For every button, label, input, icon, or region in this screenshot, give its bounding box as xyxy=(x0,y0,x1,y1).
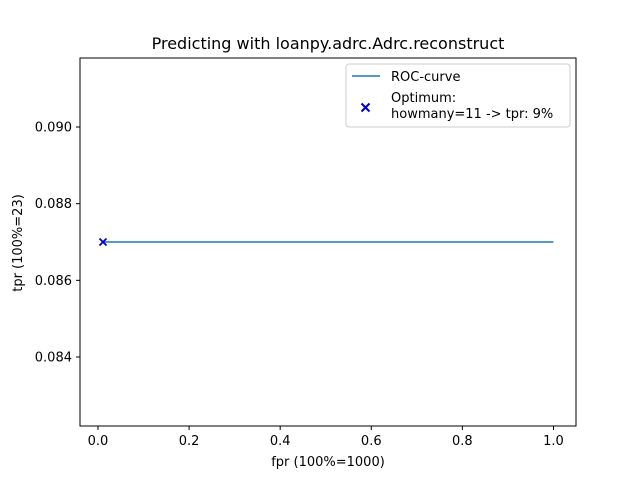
legend-marker-optimum xyxy=(360,102,371,113)
plot-frame xyxy=(79,57,577,427)
legend-label-optimum-line1: Optimum: xyxy=(391,91,456,106)
legend-box xyxy=(345,63,571,128)
x-tick-label: 0.4 xyxy=(270,434,291,449)
chart-title: Predicting with loanpy.adrc.Adrc.reconst… xyxy=(152,34,505,53)
x-axis-label: fpr (100%=1000) xyxy=(271,455,385,470)
y-axis-ticks: 0.084 0.086 0.088 0.090 xyxy=(35,121,80,366)
x-tick-label: 1.0 xyxy=(543,434,564,449)
plot-area xyxy=(98,237,554,247)
x-tick-label: 0.8 xyxy=(452,434,473,449)
x-tick-label: 0.2 xyxy=(179,434,200,449)
x-tick-label: 0.0 xyxy=(88,434,109,449)
optimum-point-marker xyxy=(98,237,108,247)
legend-label-optimum-line2: howmany=11 -> tpr: 9% xyxy=(391,107,553,122)
y-tick-label: 0.086 xyxy=(35,274,72,289)
y-axis-label: tpr (100%=23) xyxy=(11,194,26,292)
y-tick-label: 0.088 xyxy=(35,197,72,212)
y-tick-label: 0.084 xyxy=(35,351,72,366)
x-axis-ticks: 0.0 0.2 0.4 0.6 0.8 1.0 xyxy=(88,426,564,449)
legend-label-roc-curve: ROC-curve xyxy=(391,70,460,85)
legend: ROC-curve Optimum: howmany=11 -> tpr: 9% xyxy=(345,63,571,128)
y-tick-label: 0.090 xyxy=(35,121,72,136)
x-tick-label: 0.6 xyxy=(361,434,382,449)
